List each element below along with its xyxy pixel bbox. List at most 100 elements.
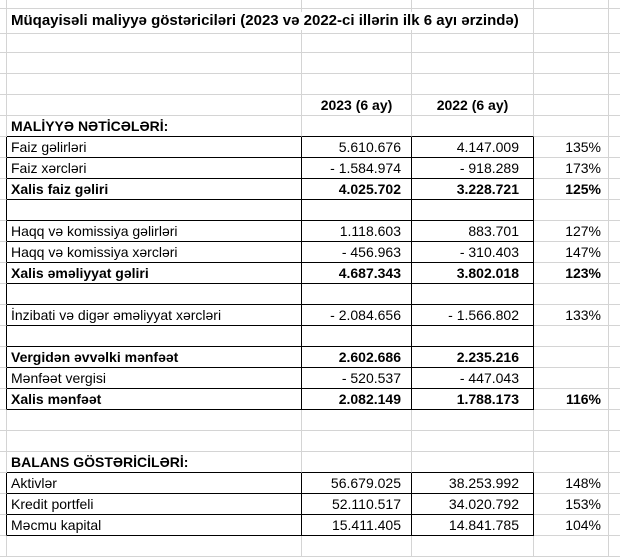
cell-pct[interactable] bbox=[534, 0, 609, 9]
cell-tail[interactable] bbox=[609, 53, 620, 74]
cell-v2023[interactable]: 4.025.702 bbox=[302, 179, 412, 200]
cell-v2023[interactable] bbox=[302, 431, 412, 452]
cell-v2023[interactable] bbox=[302, 74, 412, 95]
cell-v2022[interactable] bbox=[412, 0, 534, 9]
cell-pct[interactable] bbox=[534, 368, 609, 389]
cell-pct[interactable]: 127% bbox=[534, 221, 609, 242]
cell-edge[interactable] bbox=[0, 95, 7, 116]
cell-v2023[interactable] bbox=[302, 200, 412, 221]
cell-pct[interactable] bbox=[534, 347, 609, 368]
cell-tail[interactable] bbox=[609, 200, 620, 221]
cell-label[interactable] bbox=[7, 536, 302, 557]
cell-v2022[interactable] bbox=[412, 284, 534, 305]
cell-edge[interactable] bbox=[0, 410, 7, 431]
cell-pct[interactable]: 153% bbox=[534, 494, 609, 515]
cell-tail[interactable] bbox=[609, 179, 620, 200]
cell-pct[interactable]: 173% bbox=[534, 158, 609, 179]
cell-v2023[interactable] bbox=[302, 0, 412, 9]
cell-pct[interactable] bbox=[534, 116, 609, 137]
cell-v2023[interactable] bbox=[302, 326, 412, 347]
cell-pct[interactable] bbox=[534, 95, 609, 116]
cell-v2023[interactable]: - 456.963 bbox=[302, 242, 412, 263]
cell-v2023[interactable]: - 520.537 bbox=[302, 368, 412, 389]
cell-edge[interactable] bbox=[0, 431, 7, 452]
cell-tail[interactable] bbox=[609, 536, 620, 557]
cell-tail[interactable] bbox=[609, 137, 620, 158]
section-heading-cell[interactable]: MALİYYƏ NƏTİCƏLƏRİ: bbox=[7, 116, 302, 137]
cell-pct[interactable]: 104% bbox=[534, 515, 609, 536]
cell-label[interactable]: Xalis mənfəət bbox=[7, 389, 302, 410]
cell-tail[interactable] bbox=[609, 284, 620, 305]
cell-edge[interactable] bbox=[0, 221, 7, 242]
cell-label[interactable]: Məcmu kapital bbox=[7, 515, 302, 536]
cell-edge[interactable] bbox=[0, 158, 7, 179]
cell-v2022[interactable]: - 310.403 bbox=[412, 242, 534, 263]
cell-v2022[interactable]: 3.802.018 bbox=[412, 263, 534, 284]
cell-edge[interactable] bbox=[0, 326, 7, 347]
cell-v2022[interactable]: 34.020.792 bbox=[412, 494, 534, 515]
cell-pct[interactable]: 147% bbox=[534, 242, 609, 263]
cell-tail[interactable] bbox=[609, 473, 620, 494]
cell-edge[interactable] bbox=[0, 368, 7, 389]
cell-label[interactable]: Haqq və komissiya xərcləri bbox=[7, 242, 302, 263]
cell-edge[interactable] bbox=[0, 9, 7, 34]
cell-label[interactable]: Kredit portfeli bbox=[7, 494, 302, 515]
cell-edge[interactable] bbox=[0, 284, 7, 305]
cell-pct[interactable] bbox=[534, 284, 609, 305]
section-heading-cell[interactable]: BALANS GÖSTƏRİCİLƏRİ: bbox=[7, 452, 302, 473]
cell-v2023[interactable] bbox=[302, 53, 412, 74]
cell-label[interactable] bbox=[7, 410, 302, 431]
cell-v2022[interactable] bbox=[412, 200, 534, 221]
cell-edge[interactable] bbox=[0, 53, 7, 74]
cell-edge[interactable] bbox=[0, 200, 7, 221]
cell-v2023[interactable]: - 1.584.974 bbox=[302, 158, 412, 179]
cell-v2022[interactable] bbox=[412, 34, 534, 53]
cell-tail[interactable] bbox=[609, 452, 620, 473]
cell-pct[interactable]: 125% bbox=[534, 179, 609, 200]
cell-label[interactable] bbox=[7, 0, 302, 9]
cell-v2023[interactable] bbox=[302, 410, 412, 431]
cell-v2022[interactable]: - 447.043 bbox=[412, 368, 534, 389]
cell-edge[interactable] bbox=[0, 347, 7, 368]
cell-v2023[interactable] bbox=[302, 284, 412, 305]
cell-tail[interactable] bbox=[609, 263, 620, 284]
cell-tail[interactable] bbox=[609, 326, 620, 347]
cell-label[interactable]: Faiz gəlirləri bbox=[7, 137, 302, 158]
cell-pct[interactable]: 135% bbox=[534, 137, 609, 158]
cell-label[interactable]: Xalis əməliyyat gəliri bbox=[7, 263, 302, 284]
cell-label[interactable] bbox=[7, 53, 302, 74]
cell-v2023[interactable] bbox=[302, 536, 412, 557]
cell-edge[interactable] bbox=[0, 242, 7, 263]
cell-tail[interactable] bbox=[609, 34, 620, 53]
cell-label[interactable] bbox=[7, 200, 302, 221]
cell-tail[interactable] bbox=[609, 515, 620, 536]
cell-v2022[interactable] bbox=[412, 536, 534, 557]
cell-v2023[interactable]: 15.411.405 bbox=[302, 515, 412, 536]
cell-v2023[interactable] bbox=[302, 34, 412, 53]
cell-v2022[interactable]: 3.228.721 bbox=[412, 179, 534, 200]
cell-label[interactable] bbox=[7, 95, 302, 116]
cell-tail[interactable] bbox=[609, 158, 620, 179]
cell-label[interactable] bbox=[7, 431, 302, 452]
cell-pct[interactable] bbox=[534, 9, 609, 34]
cell-tail[interactable] bbox=[609, 0, 620, 9]
cell-edge[interactable] bbox=[0, 0, 7, 9]
cell-label[interactable]: Faiz xərcləri bbox=[7, 158, 302, 179]
cell-v2022[interactable]: - 1.566.802 bbox=[412, 305, 534, 326]
cell-tail[interactable] bbox=[609, 305, 620, 326]
cell-pct[interactable] bbox=[534, 536, 609, 557]
cell-v2022[interactable] bbox=[412, 74, 534, 95]
cell-v2023[interactable]: 52.110.517 bbox=[302, 494, 412, 515]
cell-edge[interactable] bbox=[0, 452, 7, 473]
cell-edge[interactable] bbox=[0, 536, 7, 557]
cell-v2023[interactable]: 2.602.686 bbox=[302, 347, 412, 368]
cell-v2022[interactable] bbox=[412, 9, 534, 34]
cell-v2022[interactable]: 14.841.785 bbox=[412, 515, 534, 536]
cell-label[interactable] bbox=[7, 284, 302, 305]
cell-label[interactable]: Mənfəət vergisi bbox=[7, 368, 302, 389]
cell-edge[interactable] bbox=[0, 305, 7, 326]
cell-v2022[interactable] bbox=[412, 53, 534, 74]
column-header-2022[interactable]: 2022 (6 ay) bbox=[412, 95, 534, 116]
cell-pct[interactable]: 133% bbox=[534, 305, 609, 326]
cell-v2022[interactable]: 883.701 bbox=[412, 221, 534, 242]
